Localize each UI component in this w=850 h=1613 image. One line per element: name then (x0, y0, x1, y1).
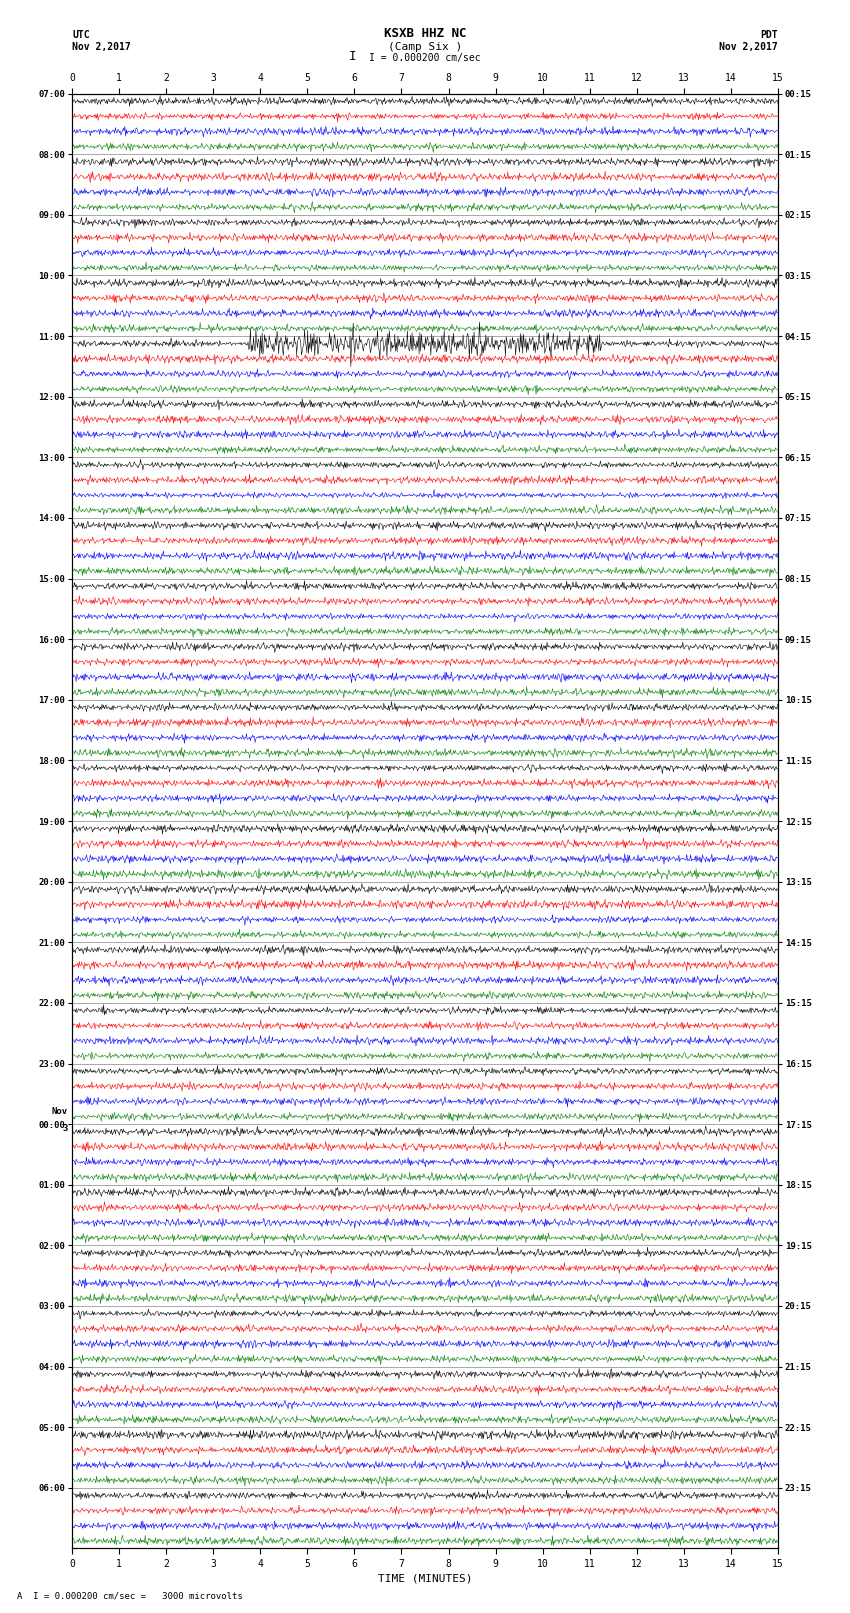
Text: A  I = 0.000200 cm/sec =   3000 microvolts: A I = 0.000200 cm/sec = 3000 microvolts (17, 1590, 243, 1600)
Text: I: I (349, 50, 356, 63)
Text: Nov: Nov (52, 1107, 68, 1116)
Text: Nov 2,2017: Nov 2,2017 (719, 42, 778, 52)
X-axis label: TIME (MINUTES): TIME (MINUTES) (377, 1573, 473, 1582)
Text: KSXB HHZ NC: KSXB HHZ NC (383, 27, 467, 40)
Text: PDT: PDT (760, 31, 778, 40)
Text: 3: 3 (63, 1124, 68, 1132)
Text: (Camp Six ): (Camp Six ) (388, 42, 462, 52)
Text: UTC: UTC (72, 31, 90, 40)
Text: Nov 2,2017: Nov 2,2017 (72, 42, 131, 52)
Text: I = 0.000200 cm/sec: I = 0.000200 cm/sec (369, 53, 481, 63)
